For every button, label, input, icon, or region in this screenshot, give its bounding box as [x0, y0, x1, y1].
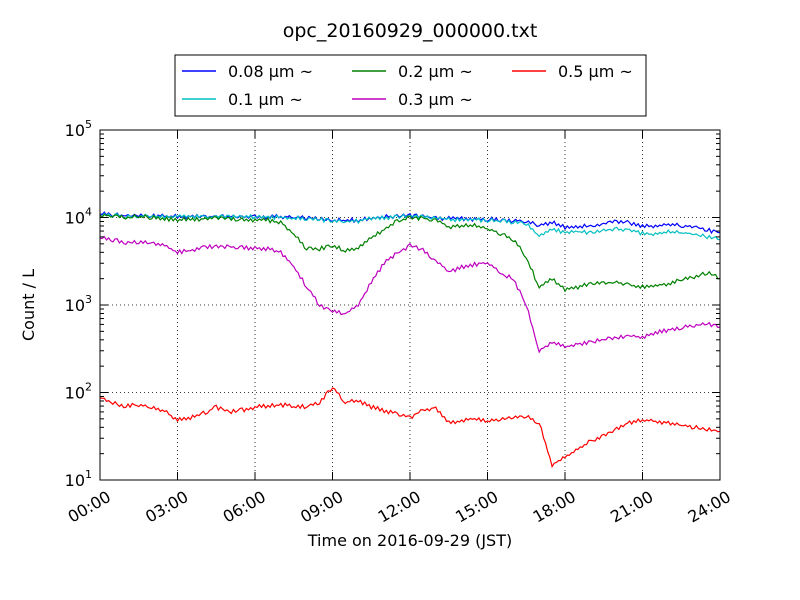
plot-frame	[99, 129, 721, 481]
legend-box	[174, 54, 647, 117]
y-tick-labels: 101 102 103 104 105	[65, 118, 92, 490]
x-tick-label: 24:00	[685, 487, 734, 527]
legend-entry: 0.08 μm ~	[228, 62, 313, 81]
series-lines	[99, 211, 721, 469]
y-tick-label: 104	[65, 206, 92, 228]
legend-entry: 0.1 μm ~	[228, 90, 303, 109]
grid-lines	[100, 130, 720, 480]
x-tick-label: 06:00	[220, 487, 269, 527]
series-line-5	[99, 387, 721, 469]
y-tick-label: 105	[65, 118, 92, 140]
x-tick-label: 21:00	[607, 487, 656, 527]
x-tick-label: 12:00	[375, 487, 424, 527]
legend-entry: 0.5 μm ~	[558, 62, 633, 81]
x-tick-label: 00:00	[65, 487, 114, 527]
series-line-3	[99, 213, 721, 293]
x-tick-labels: 00:00 03:00 06:00 09:00 12:00 15:00 18:00 21:00…	[65, 487, 734, 527]
series-line-4	[99, 235, 721, 354]
x-tick-label: 15:00	[452, 487, 501, 527]
chart-title: opc_20160929_000000.txt	[283, 20, 538, 42]
legend-entry: 0.3 μm ~	[398, 90, 473, 109]
legend-items: 0.08 μm ~ 0.1 μm ~ 0.2 μm ~ 0.3 μm ~ 0.5 μm …	[182, 62, 633, 109]
y-tick-label: 101	[65, 468, 92, 490]
series-line-2	[99, 212, 720, 241]
x-tick-label: 09:00	[297, 487, 346, 527]
legend-entry: 0.2 μm ~	[398, 62, 473, 81]
x-tick-label: 03:00	[142, 487, 191, 527]
legend: 0.08 μm ~ 0.1 μm ~ 0.2 μm ~ 0.3 μm ~ 0.5 μm …	[174, 54, 647, 117]
y-tick-label: 102	[65, 381, 92, 403]
x-axis-title: Time on 2016-09-29 (JST)	[307, 531, 512, 550]
x-tick-label: 18:00	[530, 487, 579, 527]
y-axis-title: Count / L	[19, 269, 38, 341]
y-tick-label: 103	[65, 293, 92, 315]
